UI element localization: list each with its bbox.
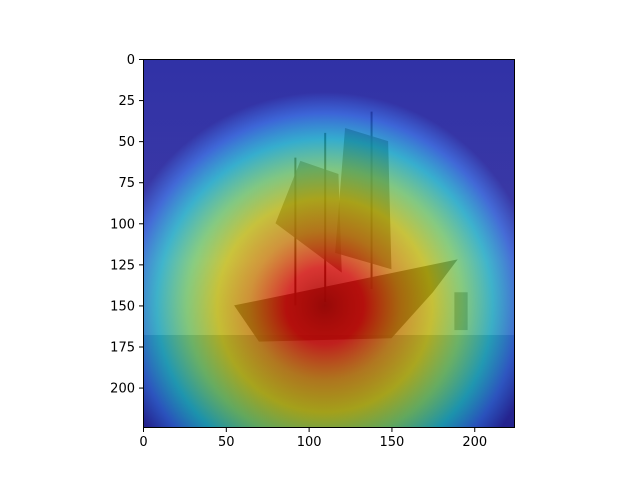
x-tick-label: 0 (139, 435, 147, 450)
x-tick-label: 150 (380, 435, 405, 450)
y-tick-label: 25 (118, 94, 135, 109)
x-ticks: 0 50 100 150 200 (139, 428, 487, 450)
y-tick-label: 75 (118, 176, 135, 191)
x-tick-label: 50 (218, 435, 235, 450)
y-tick-label: 100 (110, 217, 135, 232)
y-tick-label: 150 (110, 299, 135, 314)
y-axis: 0 25 50 75 100 125 150 175 200 (110, 53, 143, 397)
x-tick-label: 100 (297, 435, 322, 450)
y-tick-label: 125 (110, 258, 135, 273)
y-tick-label: 200 (110, 382, 135, 397)
y-tick-label: 50 (118, 135, 135, 150)
activation-heatmap (143, 59, 514, 427)
y-ticks: 0 25 50 75 100 125 150 175 200 (110, 53, 143, 397)
y-tick-label: 175 (110, 341, 135, 356)
y-tick-label: 0 (127, 53, 135, 68)
heatmap-overlay (143, 59, 514, 427)
plot-frame (143, 59, 515, 428)
x-axis: 0 50 100 150 200 (139, 428, 487, 450)
x-tick-label: 200 (462, 435, 487, 450)
